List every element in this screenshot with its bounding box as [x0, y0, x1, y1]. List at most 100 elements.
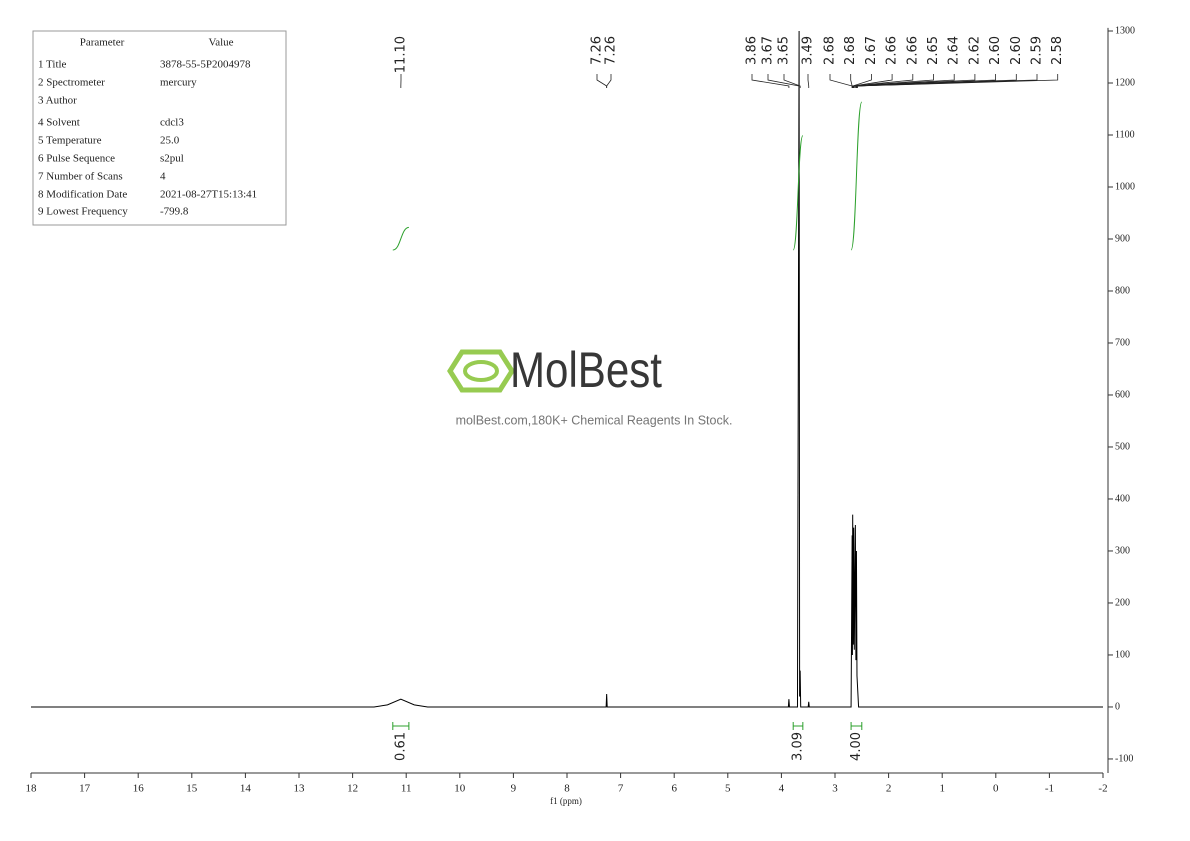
table-parameter: 6 Pulse Sequence [38, 153, 115, 165]
x-tick-label: 13 [294, 783, 306, 795]
table-parameter: 1 Title [38, 59, 67, 71]
integral-label: 4.00 [849, 732, 864, 761]
peak-label: 7.26 [590, 36, 605, 65]
peak-connector [807, 74, 810, 88]
table-parameter: 8 Modification Date [38, 189, 127, 201]
peak-connector [606, 74, 612, 88]
x-tick-label: 5 [725, 783, 731, 795]
table-parameter: 5 Temperature [38, 135, 102, 147]
logo-text: MolBest [510, 342, 662, 398]
peak-connector [767, 74, 800, 88]
x-tick-label: 15 [186, 783, 198, 795]
peak-label: 11.10 [394, 36, 409, 73]
y-tick-label: 500 [1115, 441, 1130, 452]
x-tick-label: 7 [618, 783, 624, 795]
y-tick-label: 400 [1115, 493, 1130, 504]
peak-connector [853, 74, 955, 88]
peak-label: 2.68 [843, 36, 858, 65]
table-value: 2021-08-27T15:13:41 [160, 189, 257, 201]
peak-label: 3.67 [761, 36, 776, 65]
table-parameter: 4 Solvent [38, 117, 80, 129]
peak-label: 2.67 [864, 36, 879, 65]
peak-label: 2.60 [988, 36, 1003, 65]
peak-label: 7.26 [604, 36, 619, 65]
integral-label: 3.09 [791, 732, 806, 761]
y-tick-label: 200 [1115, 597, 1130, 608]
integral-curve [392, 226, 410, 251]
table-parameter: 3 Author [38, 95, 77, 107]
y-tick-label: 700 [1115, 337, 1130, 348]
peak-label: 3.49 [801, 36, 816, 65]
peak-label: 2.66 [885, 36, 900, 65]
x-tick-label: 0 [993, 783, 999, 795]
table-value: cdcl3 [160, 117, 184, 129]
x-tick-label: 14 [240, 783, 252, 795]
integral-bracket [792, 722, 804, 730]
peak-label: 2.60 [1009, 36, 1024, 65]
peak-connector [853, 74, 934, 88]
peak-label: 2.68 [823, 36, 838, 65]
table-parameter: 2 Spectrometer [38, 77, 105, 89]
peak-label: 2.66 [905, 36, 920, 65]
peak-connector [596, 74, 608, 88]
x-tick-label: 10 [454, 783, 466, 795]
x-tick-label: 16 [133, 783, 145, 795]
y-tick-label: 600 [1115, 389, 1130, 400]
peak-label: 2.58 [1050, 36, 1065, 65]
peak-label: 2.64 [947, 36, 962, 65]
x-tick-label: 18 [26, 783, 38, 795]
x-axis-label: f1 (ppm) [550, 796, 582, 806]
x-tick-label: 9 [511, 783, 517, 795]
peak-connector [854, 74, 976, 88]
integral-curve [792, 135, 804, 251]
y-tick-label: 1200 [1115, 77, 1135, 88]
x-tick-label: 17 [79, 783, 91, 795]
y-tick-label: 0 [1115, 701, 1120, 712]
table-parameter: 9 Lowest Frequency [38, 206, 128, 218]
peak-label: 3.65 [777, 36, 792, 65]
logo-hexagon [447, 349, 515, 393]
peak-label: 2.59 [1030, 36, 1045, 65]
peak-connector [783, 74, 801, 88]
table-value: 25.0 [160, 135, 180, 147]
x-tick-label: -2 [1098, 783, 1107, 795]
integral-label: 0.61 [393, 732, 408, 761]
table-header: Value [208, 37, 233, 49]
y-tick-label: 100 [1115, 649, 1130, 660]
watermark: MolBest molBest.com,180K+ Chemical Reage… [447, 342, 733, 427]
x-tick-label: 11 [401, 783, 412, 795]
peak-label: 2.62 [967, 36, 982, 65]
table-parameter: 7 Number of Scans [38, 171, 123, 183]
table-value: 4 [160, 171, 166, 183]
x-tick-label: 2 [886, 783, 892, 795]
logo-ring [463, 360, 499, 382]
peak-connector [857, 74, 1059, 88]
integral-bracket [392, 722, 410, 730]
table-value: s2pul [160, 153, 184, 165]
y-tick-label: 800 [1115, 285, 1130, 296]
table-value: 3878-55-5P2004978 [160, 59, 251, 71]
x-tick-label: 6 [671, 783, 677, 795]
x-tick-label: -1 [1045, 783, 1054, 795]
peak-label: 3.86 [745, 36, 760, 65]
y-tick-label: 1000 [1115, 181, 1135, 192]
x-tick-label: 8 [564, 783, 570, 795]
table-header: Parameter [80, 37, 125, 49]
peak-connector [850, 74, 853, 88]
spectrum [31, 30, 1103, 708]
x-tick-label: 3 [832, 783, 838, 795]
y-tick-label: 900 [1115, 233, 1130, 244]
x-tick-label: 4 [779, 783, 785, 795]
y-tick-label: 300 [1115, 545, 1130, 556]
y-tick-label: 1300 [1115, 25, 1135, 36]
peak-connector [751, 74, 790, 88]
x-tick-label: 1 [939, 783, 945, 795]
peak-label: 2.65 [926, 36, 941, 65]
tagline: molBest.com,180K+ Chemical Reagents In S… [456, 413, 733, 427]
table-value: -799.8 [160, 206, 189, 218]
integral-bracket [850, 722, 863, 730]
integral-curve [850, 101, 863, 251]
peak-connector [852, 74, 872, 88]
parameter-table-frame [32, 30, 287, 226]
